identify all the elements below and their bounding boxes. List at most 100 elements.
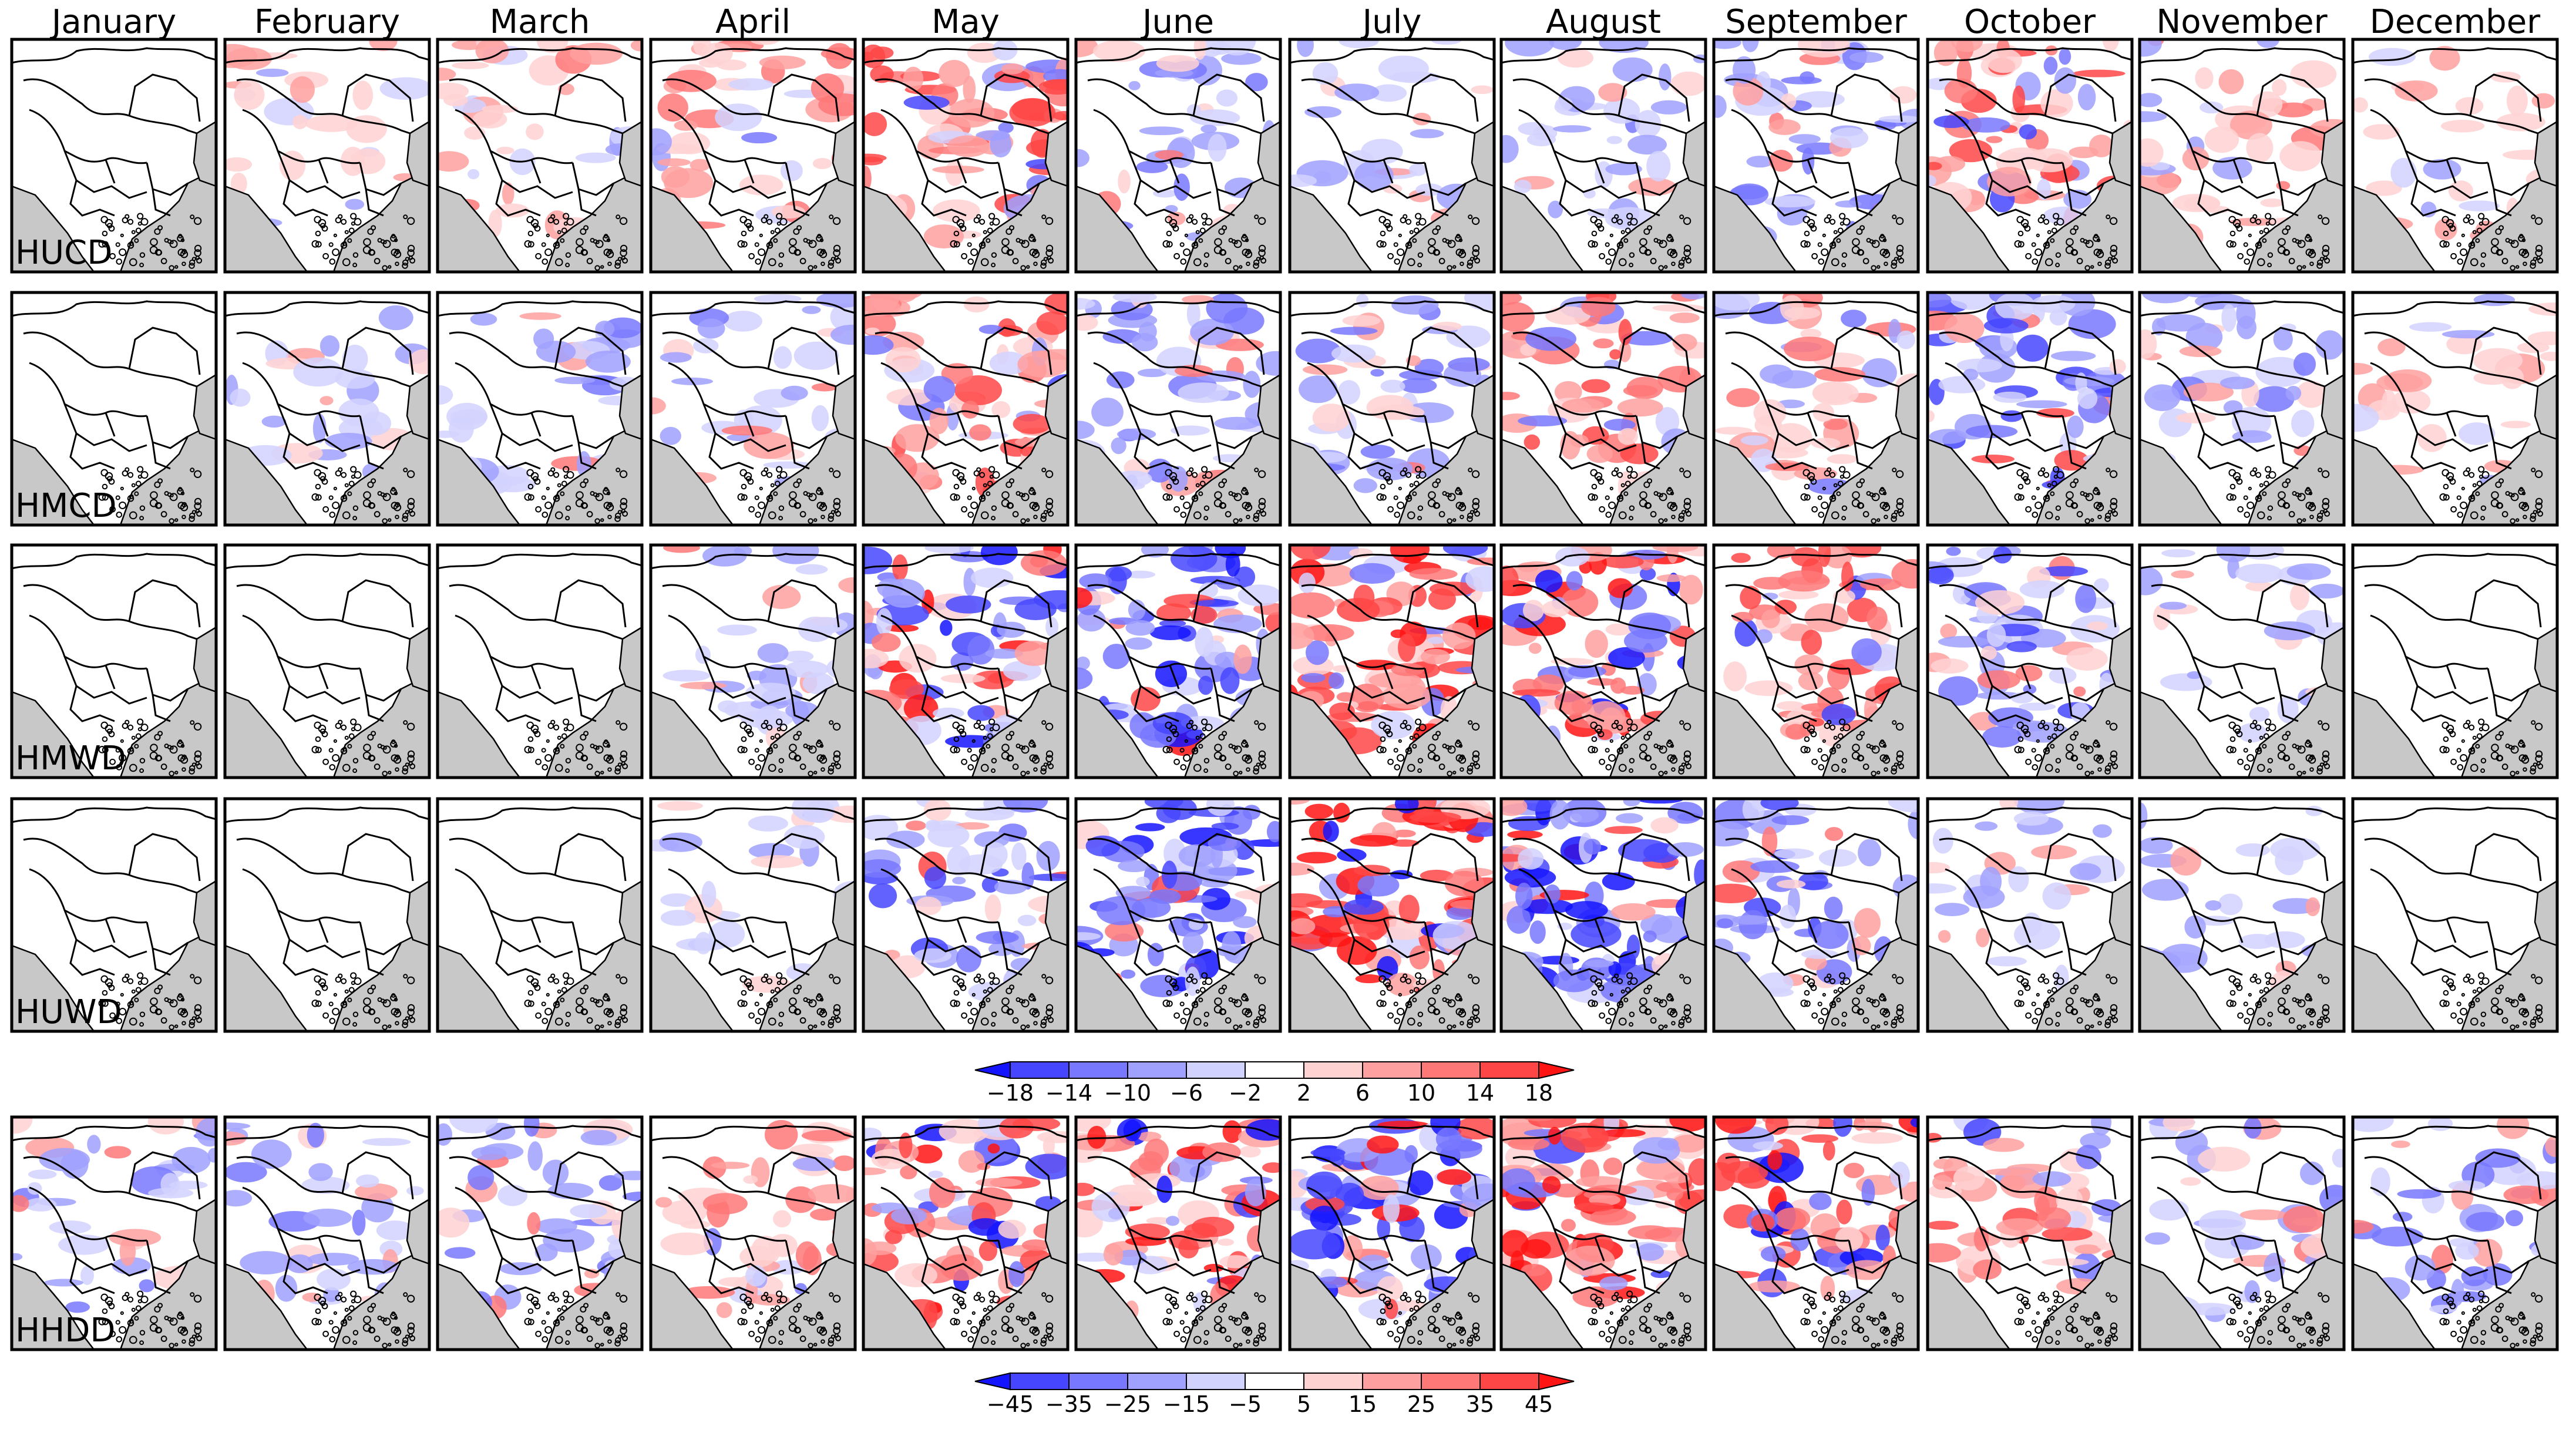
island-outline xyxy=(2461,233,2465,237)
island-outline xyxy=(808,240,817,248)
island-outline xyxy=(1033,514,1038,520)
panel-frame xyxy=(649,38,857,274)
island-outline xyxy=(1166,494,1173,501)
panel-frame xyxy=(2138,38,2346,274)
island-outline xyxy=(1203,768,1209,773)
anomaly-patch xyxy=(2059,48,2071,65)
island-outline xyxy=(2097,1021,2102,1026)
island-outline xyxy=(1233,518,1239,524)
anomaly-patch xyxy=(863,335,894,355)
island-outline xyxy=(2469,218,2475,225)
island-outline xyxy=(1650,1017,1657,1024)
anomaly-patch xyxy=(1938,676,1979,706)
anomaly-patch xyxy=(489,476,536,493)
island-outline xyxy=(1639,997,1647,1006)
anomaly-patch xyxy=(1626,934,1640,960)
island-outline xyxy=(1678,1018,1685,1025)
anomaly-patch xyxy=(1928,292,1952,308)
island-outline xyxy=(1472,755,1479,762)
island-outline xyxy=(953,483,960,490)
island-outline xyxy=(1427,1005,1436,1014)
island-outline xyxy=(1195,989,1200,994)
island-outline xyxy=(115,1001,120,1007)
panel-frame xyxy=(223,291,431,527)
anomaly-patch xyxy=(2066,647,2108,671)
island-outline xyxy=(406,976,415,984)
anomaly-patch xyxy=(1290,918,1316,934)
island-outline xyxy=(344,735,349,740)
island-outline xyxy=(115,242,120,247)
anomaly-patch xyxy=(1178,382,1229,403)
island-outline xyxy=(2468,242,2476,249)
island-outline xyxy=(1830,978,1836,984)
island-outline xyxy=(1643,734,1650,741)
island-outline xyxy=(1591,241,1598,248)
country-borders xyxy=(1289,300,1495,470)
anomaly-patch xyxy=(1776,701,1805,711)
island-outline xyxy=(2262,744,2267,749)
anomaly-patch xyxy=(1555,546,1590,567)
island-outline xyxy=(2106,214,2111,220)
island-outline xyxy=(553,748,560,755)
island-outline xyxy=(620,750,628,758)
panel-hmwd-september xyxy=(1712,543,1920,779)
anomaly-patch xyxy=(903,95,950,110)
panel-hucd-october xyxy=(1926,38,2134,274)
island-outline xyxy=(1031,250,1040,258)
panel-hmwd-january: HMWD xyxy=(10,543,218,779)
anomaly-patch xyxy=(502,182,514,206)
island-outline xyxy=(813,265,818,269)
island-outline xyxy=(2267,252,2274,258)
island-outline xyxy=(2481,724,2490,732)
island-outline xyxy=(1679,214,1684,220)
island-outline xyxy=(1432,481,1439,488)
island-outline xyxy=(2076,1017,2083,1024)
anomaly-patch xyxy=(1360,445,1395,459)
anomaly-patch xyxy=(1409,568,1458,580)
island-outline xyxy=(789,491,797,500)
island-outline xyxy=(2278,744,2286,752)
island-outline xyxy=(741,1000,748,1007)
island-outline xyxy=(1810,478,1817,485)
island-outline xyxy=(1629,505,1635,511)
anomaly-field xyxy=(1076,545,1280,756)
island-outline xyxy=(1599,506,1605,513)
island-outline xyxy=(1884,261,1888,267)
island-outline xyxy=(1831,763,1839,772)
island-outline xyxy=(550,467,556,472)
anomaly-patch xyxy=(1545,306,1590,325)
island-outline xyxy=(2017,1000,2025,1007)
anomaly-patch xyxy=(1784,337,1837,362)
island-outline xyxy=(2480,505,2487,511)
island-outline xyxy=(1459,1021,1464,1026)
island-outline xyxy=(160,763,167,770)
anomaly-patch xyxy=(2273,328,2293,351)
island-outline xyxy=(311,746,320,753)
island-outline xyxy=(134,997,139,1003)
island-outline xyxy=(2442,975,2450,983)
panel-hmwd-august xyxy=(1499,543,1707,779)
anomaly-patch xyxy=(1740,586,1761,610)
island-outline xyxy=(1031,756,1040,764)
island-outline xyxy=(1839,466,1846,473)
island-outline xyxy=(169,493,178,502)
island-outline xyxy=(764,973,769,978)
anomaly-patch xyxy=(1353,864,1391,876)
anomaly-patch xyxy=(1444,870,1484,897)
island-outline xyxy=(181,1021,186,1026)
island-outline xyxy=(402,263,408,269)
island-outline xyxy=(828,512,835,519)
island-outline xyxy=(607,514,612,520)
anomaly-patch xyxy=(728,78,774,91)
island-outline xyxy=(1591,494,1598,501)
island-outline xyxy=(1627,221,1632,226)
island-outline xyxy=(1220,502,1227,509)
island-outline xyxy=(1895,470,1904,478)
anomaly-patch xyxy=(2205,900,2222,911)
island-outline xyxy=(755,258,762,265)
island-outline xyxy=(2316,1018,2323,1025)
island-outline xyxy=(1599,758,1605,765)
island-outline xyxy=(2040,214,2046,219)
island-outline xyxy=(2516,771,2520,775)
island-outline xyxy=(1015,997,1021,1003)
